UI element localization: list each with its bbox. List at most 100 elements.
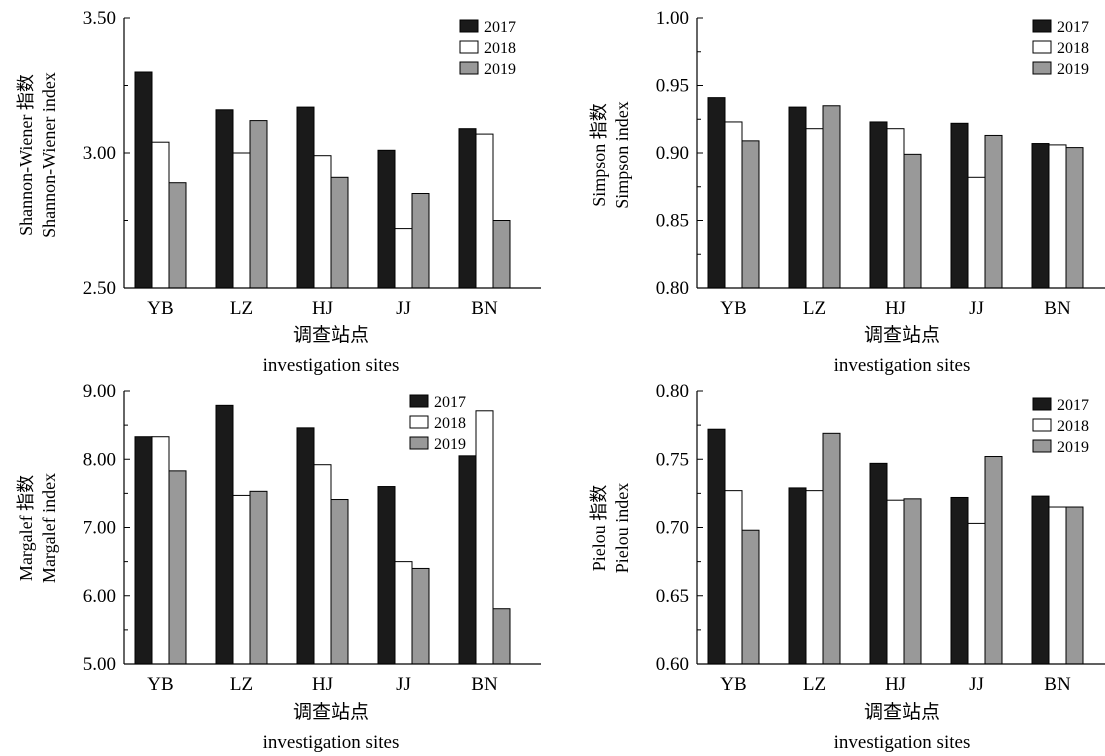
bar-yb-2017 [134,436,153,665]
x-tick-label: BN [1044,674,1071,695]
bar-hj-2017 [869,462,888,665]
bar-bn-2019 [492,220,511,289]
x-tick-label: YB [147,298,173,319]
legend-swatch-2017 [459,19,479,33]
bar-hj-2017 [296,106,315,289]
bar-yb-2017 [134,71,153,289]
y-tick-label: 0.75 [656,449,689,470]
legend-label-2018: 2018 [484,40,516,57]
legend-swatch-2018 [1032,40,1052,54]
bar-bn-2019 [1065,506,1084,665]
x-tick-label: YB [147,674,173,695]
y-tick-label: 0.60 [656,654,689,675]
y-tick-label: 1.00 [656,8,689,29]
bar-bn-2017 [458,455,477,665]
bar-bn-2018 [1048,506,1067,665]
bar-yb-2018 [151,141,170,289]
x-axis-label-line-2: investigation sites [834,355,971,376]
bar-bn-2018 [475,410,494,665]
bar-yb-2018 [724,121,743,289]
bar-lz-2019 [822,432,841,665]
bar-hj-2019 [330,176,349,289]
y-tick-label: 8.00 [83,449,116,470]
bar-yb-2019 [168,470,187,665]
y-tick-label: 3.50 [83,8,116,29]
x-tick-label: HJ [312,298,333,319]
y-tick-label: 0.70 [656,518,689,539]
bar-hj-2019 [330,499,349,665]
legend-swatch-2018 [459,40,479,54]
bar-jj-2018 [967,522,986,665]
bar-jj-2018 [394,228,413,289]
legend-label-2017: 2017 [1057,397,1089,414]
x-tick-label: BN [471,674,498,695]
y-axis-label-line-1: Pielou 指数 [589,485,609,572]
bar-jj-2017 [950,496,969,665]
legend-label-2017: 2017 [434,394,466,411]
x-tick-label: HJ [885,298,906,319]
bar-bn-2019 [1065,147,1084,289]
y-axis-label-line-2: Shannon-Wiener index [39,72,59,238]
y-tick-label: 0.85 [656,211,689,232]
y-tick-label: 0.90 [656,143,689,164]
bar-bn-2017 [458,128,477,289]
bar-lz-2018 [232,152,251,289]
legend-swatch-2017 [1032,19,1052,33]
x-tick-label: LZ [803,674,826,695]
x-tick-label: LZ [230,674,253,695]
bar-lz-2019 [822,105,841,289]
bar-hj-2017 [869,121,888,289]
bar-jj-2017 [950,122,969,289]
simpson-chart: Simpson 指数 Simpson index 调查站点 investigat… [589,8,1105,376]
x-axis-label-line-1: 调查站点 [864,701,940,723]
x-axis-label-line-2: investigation sites [834,732,971,753]
y-axis-label-line-2: Simpson index [612,101,632,209]
bar-lz-2019 [249,490,268,665]
x-axis-label-line-2: investigation sites [263,732,400,753]
y-tick-label: 0.80 [656,278,689,299]
bar-lz-2019 [249,120,268,289]
x-tick-label: HJ [885,674,906,695]
bar-hj-2018 [313,155,332,289]
x-tick-label: BN [471,298,498,319]
x-axis-label-line-1: 调查站点 [293,701,369,723]
bar-yb-2018 [724,490,743,665]
bar-hj-2019 [903,498,922,665]
bar-yb-2017 [707,97,726,289]
legend-swatch-2019 [1032,439,1052,453]
bar-jj-2017 [377,149,396,289]
legend-swatch-2019 [1032,61,1052,75]
legend-swatch-2019 [409,436,429,450]
y-axis-label-line-2: Margalef index [39,473,59,583]
y-tick-label: 2.50 [83,278,116,299]
y-tick-label: 6.00 [83,586,116,607]
bar-jj-2018 [967,176,986,289]
y-axis-label-line-1: Simpson 指数 [589,103,609,207]
x-axis-label-line-1: 调查站点 [864,324,940,346]
y-tick-label: 9.00 [83,381,116,402]
bar-bn-2018 [1048,144,1067,289]
bar-hj-2018 [313,464,332,665]
bar-jj-2017 [377,486,396,665]
legend-label-2017: 2017 [1057,19,1089,36]
y-tick-label: 0.65 [656,586,689,607]
bar-hj-2018 [886,499,905,665]
bar-bn-2018 [475,133,494,289]
bar-jj-2019 [984,134,1003,289]
x-tick-label: YB [720,298,746,319]
bar-lz-2017 [788,487,807,665]
pielou-chart: Pielou 指数 Pielou index 调查站点 investigatio… [589,381,1105,753]
legend-label-2017: 2017 [484,19,516,36]
bar-yb-2018 [151,436,170,665]
x-tick-label: JJ [396,298,411,319]
x-tick-label: JJ [969,674,984,695]
x-tick-label: LZ [230,298,253,319]
legend-label-2019: 2019 [1057,439,1089,456]
bar-lz-2018 [232,494,251,665]
bar-hj-2017 [296,427,315,665]
y-tick-label: 3.00 [83,143,116,164]
bar-bn-2017 [1031,143,1050,289]
bar-lz-2018 [805,490,824,665]
legend-swatch-2018 [1032,418,1052,432]
x-tick-label: HJ [312,674,333,695]
